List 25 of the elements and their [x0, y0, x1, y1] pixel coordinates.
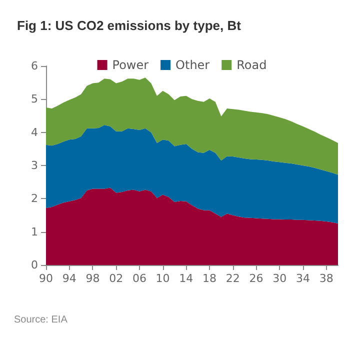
x-tick-label: 94	[62, 272, 76, 285]
y-tick-label: 3	[31, 159, 38, 172]
x-tick-label: 06	[132, 272, 146, 285]
y-tick-label: 2	[31, 192, 38, 206]
x-tick-label: 02	[109, 272, 124, 285]
x-tick-label: 30	[272, 272, 287, 285]
y-tick-label: 6	[31, 60, 38, 72]
legend-label: Other	[176, 58, 210, 72]
y-tick-label: 1	[31, 225, 38, 238]
x-tick-label: 18	[202, 272, 217, 285]
x-tick-label: 10	[156, 272, 170, 285]
legend-label: Road	[236, 58, 267, 72]
legend-label: Power	[112, 58, 149, 72]
x-tick-label: 14	[179, 272, 194, 285]
y-tick-label: 0	[31, 258, 38, 272]
x-tick-label: 38	[319, 272, 334, 285]
x-tick-label: 98	[86, 272, 100, 285]
chart-title: Fig 1: US CO2 emissions by type, Bt	[17, 18, 242, 33]
y-tick-label: 4	[31, 126, 38, 139]
x-tick-label: 90	[39, 272, 53, 285]
x-tick-label: 34	[296, 272, 310, 285]
x-tick-label: 22	[226, 272, 240, 285]
source-note: Source: EIA	[14, 314, 68, 326]
y-tick-label: 5	[31, 92, 38, 106]
x-tick-label: 26	[249, 272, 264, 285]
